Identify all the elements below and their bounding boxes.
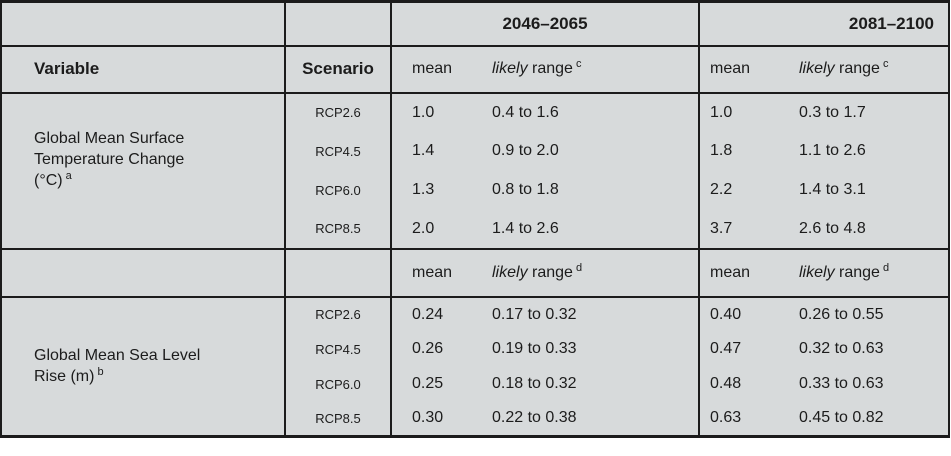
- mean-value-cell: 1.3: [412, 181, 435, 198]
- temperature-variable-label: Global Mean Surface Temperature Change (…: [34, 130, 185, 189]
- scenario-cell: RCP8.5: [285, 209, 392, 249]
- likely-range-cell: 0.22 to 0.38: [477, 401, 700, 437]
- likely-range-cell: 0.3 to 1.7: [799, 103, 866, 121]
- likely-range-cell: 0.4 to 1.6: [477, 92, 700, 132]
- likely-range-cell: 2.6 to 4.8: [799, 219, 866, 237]
- footnote-c-marker: c: [575, 58, 582, 70]
- likely-range-cell: 0.45 to 0.82: [799, 409, 884, 427]
- footnote-b-marker: b: [97, 366, 104, 379]
- mean-value-cell: 0.24: [412, 305, 444, 323]
- mean-value-cell: 0.63: [710, 409, 742, 427]
- mean-value-cell: 1.8: [710, 142, 733, 159]
- mean-value-cell: 2.2: [710, 181, 733, 198]
- footnote-c-marker: c: [882, 58, 889, 70]
- empty-scenario-header-cell: [285, 1, 392, 47]
- temperature-row-rcp60: RCP6.0 1.3 0.8 to 1.8 2.2 1.4 to 3.1: [1, 170, 949, 210]
- empty-scenario-cell: [285, 247, 392, 298]
- footnote-d-marker: d: [575, 261, 583, 274]
- mean-column-header-2081-2100: mean: [699, 45, 779, 94]
- temperature-row-rcp26: Global Mean Surface Temperature Change (…: [1, 92, 949, 249]
- mean-value-cell: 3.7: [710, 219, 733, 237]
- temperature-variable-cell: Global Mean Surface Temperature Change (…: [1, 92, 286, 249]
- scenario-cell: RCP4.5: [285, 131, 392, 171]
- projections-table: 2046–2065 2081–2100 Variable Scenario me…: [0, 0, 950, 438]
- period-2-header: 2081–2100: [699, 1, 949, 47]
- likely-range-column-header-2081-2100: likely range d: [779, 247, 949, 298]
- sea-level-variable-label: Global Mean Sea Level Rise (m) b: [34, 347, 201, 386]
- column-header-row: Variable Scenario mean likely range c mea…: [1, 45, 949, 94]
- mean-value-cell: 2.0: [412, 219, 435, 237]
- likely-label: likely: [799, 263, 835, 281]
- mean-column-header-2046-2065: mean: [391, 247, 477, 298]
- mean-column-header-2046-2065: mean: [391, 45, 477, 94]
- range-label: range: [839, 263, 880, 281]
- variable-column-header: Variable: [1, 45, 286, 94]
- sea-level-variable-cell: Global Mean Sea Level Rise (m) b: [1, 296, 286, 437]
- likely-range-cell: 0.18 to 0.32: [477, 366, 700, 402]
- range-label: range: [532, 263, 573, 281]
- scenario-column-header: Scenario: [285, 45, 392, 94]
- footnote-a-marker: a: [65, 170, 72, 182]
- likely-range-cell: 1.4 to 2.6: [477, 209, 700, 249]
- likely-range-cell: 0.32 to 0.63: [799, 340, 884, 357]
- footnote-d-marker: d: [882, 261, 890, 274]
- mean-value-cell: 0.26: [412, 340, 444, 357]
- mean-value-cell: 1.4: [412, 142, 435, 159]
- likely-range-cell: 0.17 to 0.32: [477, 296, 700, 332]
- sea-level-row-rcp60: RCP6.0 0.25 0.18 to 0.32 0.48 0.33 to 0.…: [1, 366, 949, 402]
- likely-range-cell: 0.19 to 0.33: [477, 331, 700, 367]
- sea-level-row-rcp26: Global Mean Sea Level Rise (m) b RCP2.6 0…: [1, 296, 949, 437]
- likely-range-cell: 0.26 to 0.55: [799, 305, 884, 323]
- likely-label: likely: [492, 60, 528, 77]
- mean-value-cell: 1.0: [412, 103, 435, 121]
- mean-column-header-2081-2100: mean: [699, 247, 779, 298]
- empty-variable-header-cell: [1, 1, 286, 47]
- scenario-cell: RCP2.6: [285, 92, 392, 132]
- likely-label: likely: [799, 60, 835, 77]
- scenario-cell: RCP2.6: [285, 296, 392, 332]
- scenario-cell: RCP4.5: [285, 331, 392, 367]
- likely-range-cell: 1.1 to 2.6: [799, 142, 866, 159]
- mean-value-cell: 0.47: [710, 340, 742, 357]
- mean-value-cell: 0.48: [710, 375, 742, 392]
- mean-value-cell: 0.30: [412, 409, 444, 427]
- mean-value-cell: 1.0: [710, 103, 733, 121]
- likely-label: likely: [492, 263, 528, 281]
- period-1-header: 2046–2065: [391, 1, 700, 47]
- sea-level-row-rcp85: RCP8.5 0.30 0.22 to 0.38 0.63 0.45 to 0.…: [1, 401, 949, 437]
- likely-range-column-header-2081-2100: likely range c: [779, 45, 949, 94]
- likely-range-column-header-2046-2065: likely range c: [477, 45, 700, 94]
- likely-range-column-header-2046-2065: likely range d: [477, 247, 700, 298]
- temperature-row-rcp45: RCP4.5 1.4 0.9 to 2.0 1.8 1.1 to 2.6: [1, 131, 949, 171]
- likely-range-cell: 0.8 to 1.8: [477, 170, 700, 210]
- sea-level-row-rcp45: RCP4.5 0.26 0.19 to 0.33 0.47 0.32 to 0.…: [1, 331, 949, 367]
- mean-value-cell: 0.25: [412, 375, 444, 392]
- mean-value-cell: 0.40: [710, 305, 742, 323]
- likely-range-cell: 0.9 to 2.0: [477, 131, 700, 171]
- range-label: range: [532, 60, 573, 77]
- temperature-row-rcp85: RCP8.5 2.0 1.4 to 2.6 3.7 2.6 to 4.8: [1, 209, 949, 249]
- scenario-cell: RCP6.0: [285, 170, 392, 210]
- scenario-cell: RCP8.5: [285, 401, 392, 437]
- sea-level-header-row: mean likely range d mean likely range d: [1, 247, 949, 298]
- likely-range-cell: 1.4 to 3.1: [799, 181, 866, 198]
- likely-range-cell: 0.33 to 0.63: [799, 375, 884, 392]
- range-label: range: [839, 60, 880, 77]
- empty-variable-cell: [1, 247, 286, 298]
- scenario-cell: RCP6.0: [285, 366, 392, 402]
- period-header-row: 2046–2065 2081–2100: [1, 1, 949, 47]
